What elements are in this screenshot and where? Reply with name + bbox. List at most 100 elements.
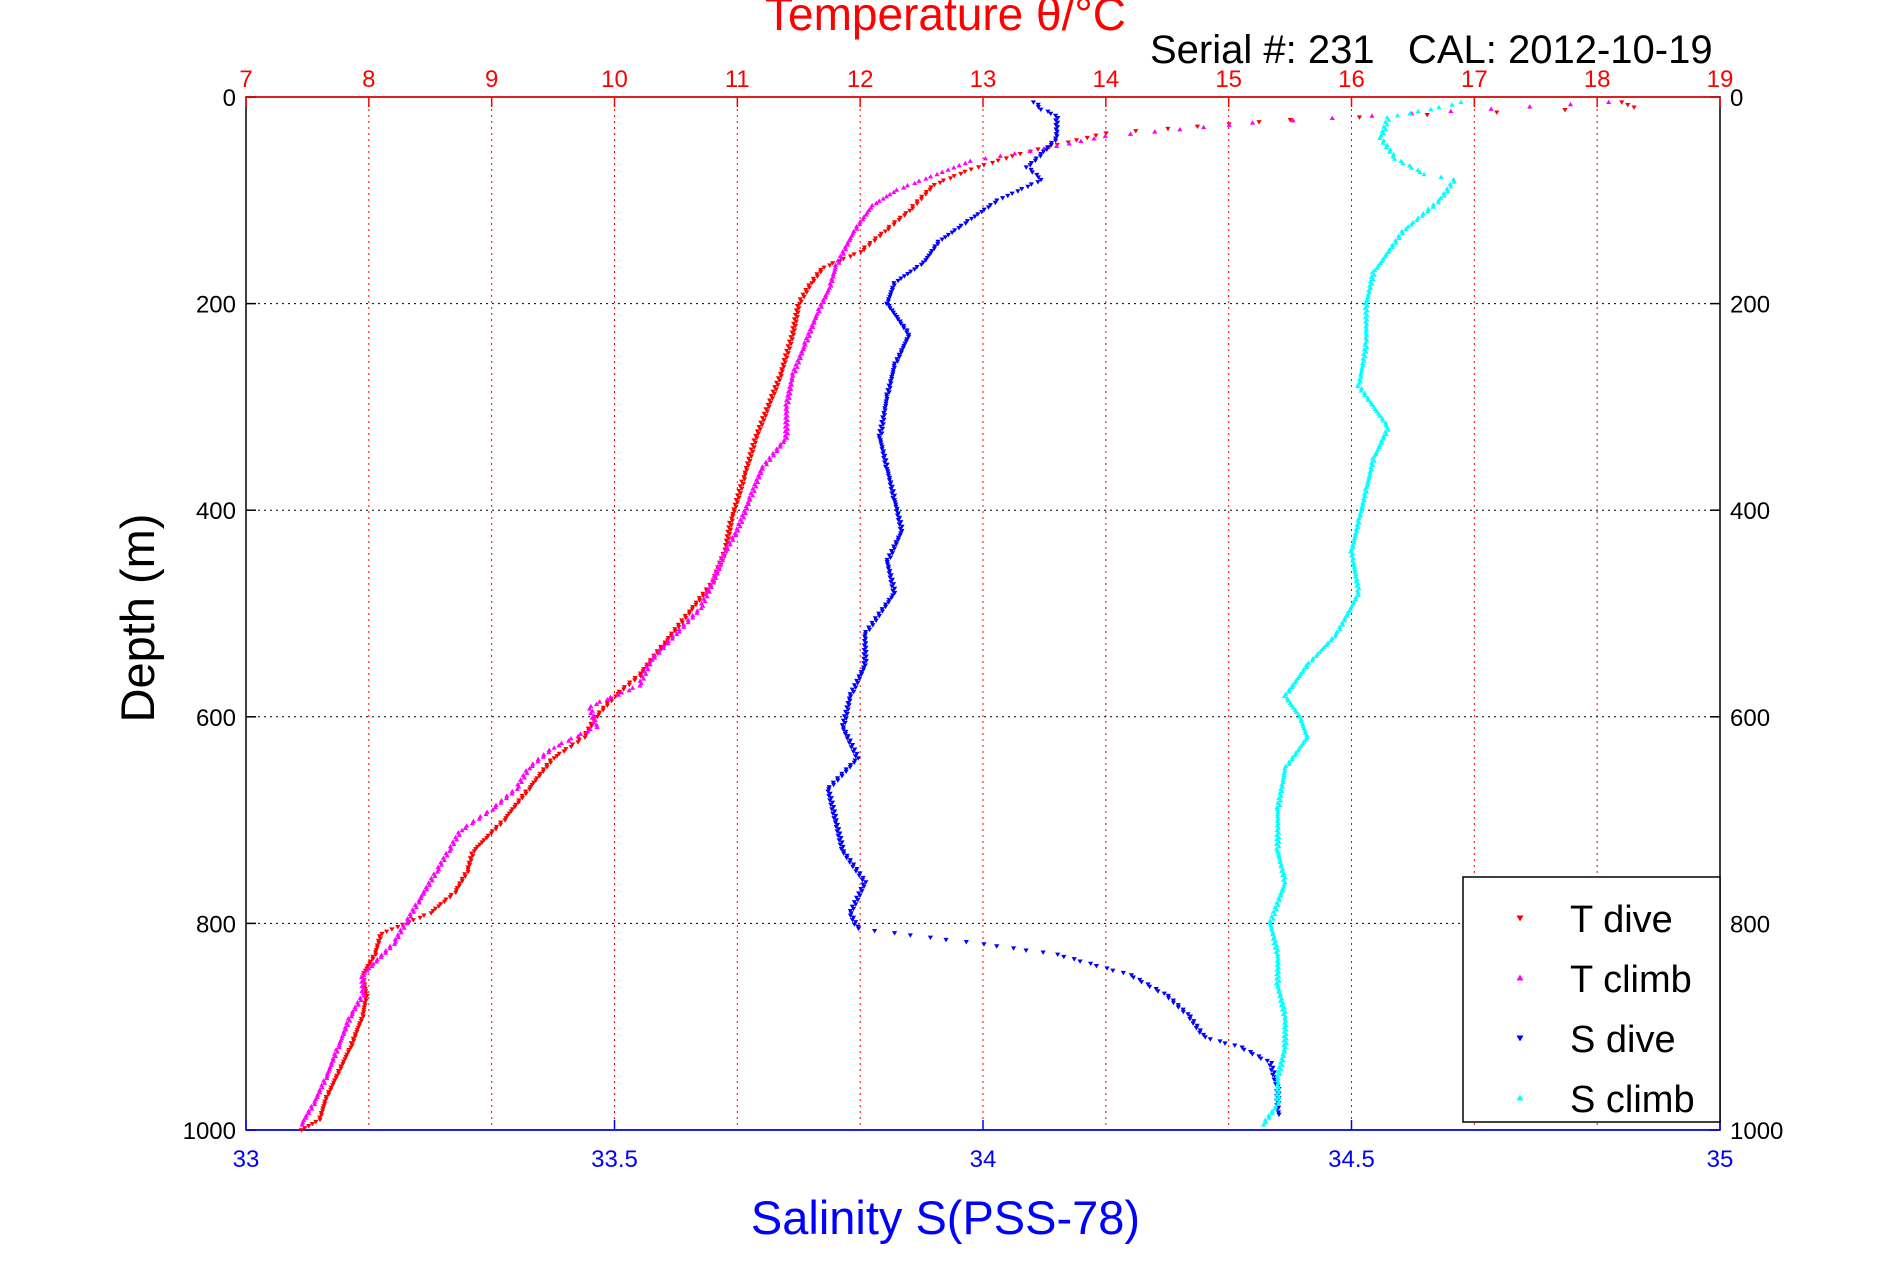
data-point [751,488,757,493]
data-point [854,751,860,757]
data-point [1053,122,1059,128]
data-point [832,809,838,814]
data-point [312,1099,318,1104]
data-point [825,789,831,794]
data-point [923,192,929,197]
data-point [831,816,837,821]
data-point [1003,156,1009,161]
data-point [1353,571,1359,577]
data-point [883,458,889,463]
data-point [888,573,894,578]
data-point [781,364,787,370]
data-point [537,771,543,777]
data-point [1367,469,1373,474]
data-point [749,492,756,498]
data-point [898,520,904,525]
data-point [866,625,872,630]
data-point [362,1003,368,1008]
data-point [379,931,385,937]
data-point [995,158,1001,164]
data-point [1282,879,1288,884]
data-point [835,833,841,839]
data-point [596,710,602,715]
data-point [365,964,371,969]
data-point [968,167,974,172]
data-point [1382,253,1388,259]
data-point [374,945,380,951]
data-point [889,491,895,496]
data-point [516,800,522,805]
data-point [756,475,762,480]
temperature-tick-label: 14 [1092,66,1119,93]
data-point [1052,113,1059,119]
data-point [818,270,824,275]
data-point [1267,1063,1273,1068]
data-point [338,1066,344,1072]
data-point [731,507,737,512]
data-point [1357,511,1363,516]
data-point [893,504,899,510]
data-point [1055,952,1061,957]
data-point [889,374,895,380]
data-point [1035,147,1041,152]
depth-tick-label-left: 800 [196,911,236,938]
data-point [548,760,554,766]
data-point [780,362,786,368]
data-point [782,360,788,365]
data-point [939,169,945,174]
data-point [858,669,864,675]
data-point [843,767,849,772]
data-point [359,979,365,984]
data-point [935,239,941,245]
data-point [1270,936,1276,941]
data-point [345,1022,351,1028]
data-point [770,452,777,458]
data-point [1270,1072,1276,1078]
data-point [891,544,897,549]
data-point [881,455,887,461]
data-point [1010,946,1017,951]
data-point [1387,147,1393,152]
data-point [647,662,653,667]
data-point [483,811,489,817]
data-point [1048,111,1054,117]
data-point [589,715,595,720]
salinity-tick-label: 34 [970,1146,997,1173]
data-point [1286,686,1292,692]
data-point [338,1064,344,1069]
serial-calibration-label: Serial #: 231 CAL: 2012-10-19 [1150,28,1713,72]
data-point [582,735,588,741]
data-point [1438,174,1444,179]
data-point [451,841,457,847]
data-point [1155,989,1161,994]
data-point [786,395,792,400]
data-point [821,265,827,271]
data-point [894,359,901,364]
data-point [890,368,896,373]
data-point [889,595,895,601]
data-point [881,417,887,423]
data-point [1382,126,1389,131]
data-point [498,800,504,805]
data-point [883,602,889,607]
data-point [518,779,525,785]
data-point [786,339,793,345]
data-point [932,244,938,249]
data-point [833,824,839,830]
data-point [334,1049,340,1054]
data-point [886,478,892,483]
data-point [694,610,700,615]
data-point [896,354,903,360]
data-point [834,829,840,834]
data-point [805,337,811,343]
data-point [794,303,800,309]
data-point [846,696,852,701]
data-point [514,786,520,791]
data-point [728,527,734,532]
data-point [729,516,735,521]
data-point [1369,113,1375,118]
data-point [730,537,736,542]
data-point [818,267,824,273]
data-point [1381,436,1387,441]
data-point [330,1055,336,1061]
